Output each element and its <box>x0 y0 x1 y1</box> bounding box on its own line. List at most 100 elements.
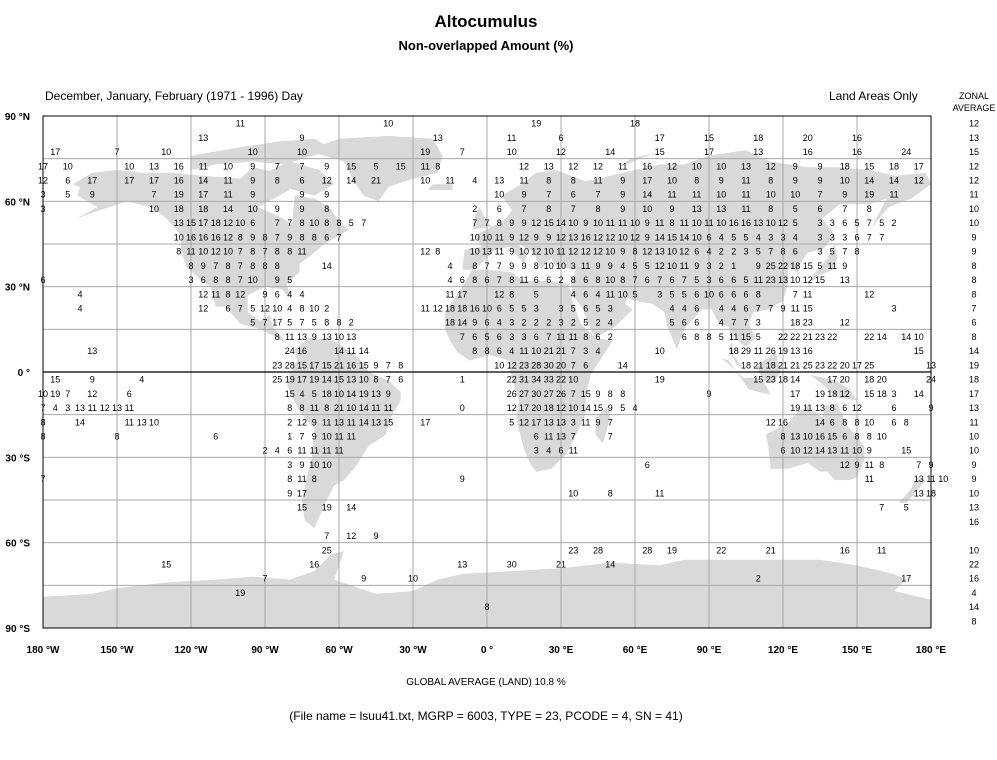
cell-value: 9 <box>706 389 711 399</box>
cell-value: 18 <box>322 389 332 399</box>
x-tick-label: 60 °W <box>325 645 353 656</box>
cell-value: 10 <box>667 261 677 271</box>
cell-value: 10 <box>568 375 578 385</box>
cell-value: 13 <box>346 375 356 385</box>
cell-value: 10 <box>494 360 504 370</box>
cell-value: 10 <box>309 460 319 470</box>
cell-value: 8 <box>571 275 576 285</box>
cell-value: 9 <box>275 275 280 285</box>
cell-value: 8 <box>546 176 551 186</box>
cell-value: 7 <box>916 460 921 470</box>
cell-value: 7 <box>484 218 489 228</box>
cell-value: 7 <box>336 232 341 242</box>
cell-value: 6 <box>571 190 576 200</box>
cell-value: 15 <box>161 560 171 570</box>
cell-value: 6 <box>694 289 699 299</box>
cell-value: 6 <box>65 176 70 186</box>
cell-value: 10 <box>655 346 665 356</box>
cell-value: 15 <box>359 360 369 370</box>
cell-value: 8 <box>497 218 502 228</box>
cell-value: 15 <box>803 304 813 314</box>
plot-frame <box>42 115 932 629</box>
cell-value: 11 <box>569 446 578 456</box>
cell-value: 9 <box>620 247 625 257</box>
cell-value: 16 <box>803 147 813 157</box>
cell-value: 16 <box>581 232 591 242</box>
cell-value: 10 <box>568 488 578 498</box>
cell-value: 18 <box>778 375 788 385</box>
cell-value: 9 <box>620 176 625 186</box>
cell-value: 28 <box>642 545 652 555</box>
cell-value: 15 <box>396 161 406 171</box>
cell-value: 19 <box>322 503 332 513</box>
cell-value: 18 <box>753 133 763 143</box>
cell-value: 15 <box>297 503 307 513</box>
cell-value: 14 <box>815 417 825 427</box>
cell-value: 9 <box>842 190 847 200</box>
cell-value: 6 <box>669 275 674 285</box>
cell-value: 2 <box>595 318 600 328</box>
cell-value: 12 <box>519 417 529 427</box>
cell-value: 12 <box>914 176 924 186</box>
cell-value: 2 <box>719 247 724 257</box>
cell-value: 9 <box>928 460 933 470</box>
cell-value: 14 <box>322 261 332 271</box>
cell-value: 9 <box>645 218 650 228</box>
cell-value: 14 <box>223 204 233 214</box>
cell-value: 10 <box>124 161 134 171</box>
cell-value: 18 <box>457 304 467 314</box>
cell-value: 10 <box>568 403 578 413</box>
cell-value: 13 <box>75 403 85 413</box>
cell-value: 27 <box>519 389 529 399</box>
cell-value: 10 <box>272 304 282 314</box>
cell-value: 10 <box>383 119 393 129</box>
cell-value: 7 <box>386 360 391 370</box>
cell-value: 7 <box>275 218 280 228</box>
cell-value: 3 <box>817 232 822 242</box>
cell-value: 8 <box>854 417 859 427</box>
cell-value: 21 <box>753 360 763 370</box>
cell-value: 9 <box>620 204 625 214</box>
cell-value: 2 <box>262 446 267 456</box>
cell-value: 6 <box>743 289 748 299</box>
cell-value: 3 <box>558 318 563 328</box>
cell-value: 18 <box>864 375 874 385</box>
cell-value: 12 <box>556 232 566 242</box>
cell-value: 8 <box>225 289 230 299</box>
cell-value: 17 <box>642 176 652 186</box>
cell-value: 8 <box>287 403 292 413</box>
cell-value: 14 <box>198 176 208 186</box>
cell-value: 8 <box>40 417 45 427</box>
cell-value: 11 <box>421 304 430 314</box>
cell-value: 7 <box>731 318 736 328</box>
landmass-new-zealand <box>898 477 927 503</box>
x-tick-label: 90 °E <box>697 645 722 656</box>
cell-value: 10 <box>630 218 640 228</box>
cell-value: 6 <box>398 375 403 385</box>
cell-value: 26 <box>766 346 776 356</box>
cell-value: 24 <box>926 375 936 385</box>
cell-value: 7 <box>756 304 761 314</box>
cell-value: 17 <box>519 403 529 413</box>
cell-value: 12 <box>568 161 578 171</box>
cell-value: 9 <box>299 190 304 200</box>
cell-value: 11 <box>593 176 602 186</box>
cell-value: 7 <box>238 275 243 285</box>
cell-value: 9 <box>608 403 613 413</box>
cell-value: 9 <box>312 432 317 442</box>
cell-value: 3 <box>657 289 662 299</box>
cell-value: 2 <box>534 318 539 328</box>
cell-value: 8 <box>472 346 477 356</box>
cell-value: 11 <box>840 446 849 456</box>
cell-value: 10 <box>642 204 652 214</box>
cell-value: 7 <box>867 232 872 242</box>
cell-value: 17 <box>531 417 541 427</box>
cell-value: 22 <box>790 332 800 342</box>
cell-value: 10 <box>692 218 702 228</box>
cell-value: 10 <box>568 218 578 228</box>
cell-value: 5 <box>250 304 255 314</box>
cell-value: 10 <box>470 247 480 257</box>
cell-value: 18 <box>889 161 899 171</box>
cell-value: 7 <box>497 261 502 271</box>
cell-value: 21 <box>766 545 776 555</box>
